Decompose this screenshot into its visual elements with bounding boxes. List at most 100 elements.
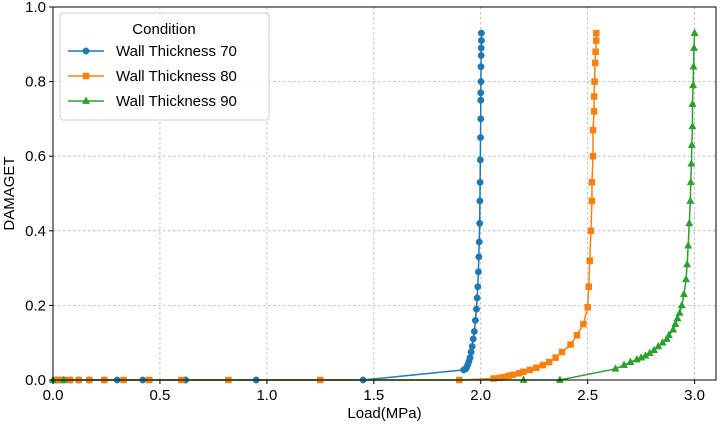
data-point-wall-thickness-80-41	[592, 48, 599, 56]
legend-swatch-wall-thickness-80	[68, 72, 104, 80]
y-axis-title: DAMAGET	[1, 156, 18, 230]
data-point-wall-thickness-80-20	[526, 366, 534, 374]
data-point-wall-thickness-90-13	[658, 338, 667, 346]
data-point-wall-thickness-70-32	[476, 178, 484, 186]
data-point-wall-thickness-90-16	[669, 325, 678, 333]
data-point-wall-thickness-70-18	[466, 354, 474, 362]
data-point-wall-thickness-90-32	[689, 80, 698, 89]
data-point-wall-thickness-80-25	[558, 348, 566, 356]
legend-swatch-wall-thickness-70	[68, 47, 104, 55]
x-tick-label-0: 0.0	[43, 387, 64, 404]
data-point-wall-thickness-90-27	[686, 177, 695, 186]
legend-box	[59, 12, 270, 121]
data-point-wall-thickness-70-30	[476, 219, 484, 227]
data-point-wall-thickness-90-3	[555, 375, 564, 383]
y-tick-label-4: 0.8	[25, 74, 46, 91]
data-point-wall-thickness-70-42	[477, 37, 485, 45]
data-point-wall-thickness-80-30	[585, 283, 592, 290]
data-point-wall-thickness-70-24	[473, 305, 480, 313]
y-ticks: 0.0 0.2 0.4 0.6 0.8 1.0	[25, 0, 53, 389]
data-point-wall-thickness-70-34	[477, 134, 484, 142]
data-point-wall-thickness-70-37	[477, 89, 485, 97]
data-point-wall-thickness-90-2	[519, 375, 528, 383]
x-tick-label-1: 0.5	[150, 387, 171, 404]
data-point-wall-thickness-90-33	[689, 62, 698, 70]
data-point-wall-thickness-80-28	[580, 320, 587, 328]
data-point-wall-thickness-80-22	[539, 361, 547, 369]
data-point-wall-thickness-70-41	[477, 44, 485, 52]
data-point-wall-thickness-70-25	[473, 294, 481, 302]
data-point-wall-thickness-80-29	[584, 304, 591, 311]
legend-entry-wall-thickness-70: Wall Thickness 70	[68, 43, 237, 60]
data-point-wall-thickness-70-35	[477, 115, 485, 123]
y-tick-label-2: 0.4	[25, 223, 46, 240]
data-point-wall-thickness-70-21	[469, 335, 477, 343]
data-point-wall-thickness-80-40	[591, 59, 599, 67]
data-point-wall-thickness-80-21	[533, 364, 540, 371]
data-point-wall-thickness-90-17	[671, 319, 680, 327]
data-point-wall-thickness-80-42	[592, 37, 600, 44]
data-point-wall-thickness-70-29	[475, 238, 483, 246]
data-point-wall-thickness-90-31	[688, 99, 697, 107]
x-tick-label-6: 3.0	[684, 387, 705, 404]
data-point-wall-thickness-90-4	[611, 364, 620, 372]
data-point-wall-thickness-80-19	[520, 368, 527, 376]
data-point-wall-thickness-90-15	[664, 330, 673, 339]
data-point-wall-thickness-80-36	[589, 126, 597, 134]
legend-entry-wall-thickness-80: Wall Thickness 80	[68, 68, 237, 85]
legend-label-wall-thickness-70: Wall Thickness 70	[116, 43, 237, 60]
series-wall-thickness-90	[48, 28, 699, 383]
legend-label-wall-thickness-90: Wall Thickness 90	[116, 93, 237, 110]
data-point-wall-thickness-80-17	[509, 371, 517, 379]
data-point-wall-thickness-70-36	[477, 96, 485, 104]
x-axis-title: Load(MPa)	[347, 405, 421, 422]
data-point-wall-thickness-80-27	[573, 331, 581, 339]
legend-marker-wall-thickness-70	[82, 47, 90, 55]
data-point-wall-thickness-90-24	[684, 241, 693, 249]
data-point-wall-thickness-80-24	[552, 354, 559, 361]
data-point-wall-thickness-80-37	[590, 108, 598, 115]
x-tick-label-4: 2.0	[470, 387, 491, 404]
data-point-wall-thickness-70-26	[474, 283, 482, 291]
data-point-wall-thickness-70-22	[470, 328, 478, 335]
data-point-wall-thickness-70-43	[477, 29, 485, 37]
data-point-wall-thickness-90-28	[687, 159, 696, 167]
data-point-wall-thickness-90-1	[59, 375, 68, 383]
data-point-wall-thickness-70-27	[474, 268, 482, 276]
legend: Condition Wall Thickness 70 Wall Thickne…	[59, 12, 270, 121]
data-point-wall-thickness-90-11	[649, 345, 658, 354]
y-tick-label-3: 0.6	[25, 148, 46, 165]
data-point-wall-thickness-80-32	[587, 227, 595, 235]
legend-entry-wall-thickness-90: Wall Thickness 90	[68, 93, 237, 110]
data-point-wall-thickness-90-26	[686, 196, 695, 204]
x-tick-label-5: 2.5	[577, 387, 598, 404]
data-point-wall-thickness-90-29	[687, 140, 696, 148]
legend-marker-wall-thickness-90	[81, 96, 91, 104]
y-tick-label-0: 0.0	[25, 372, 46, 389]
legend-label-wall-thickness-80: Wall Thickness 80	[116, 68, 237, 85]
legend-title: Condition	[132, 21, 195, 38]
data-point-wall-thickness-70-31	[476, 197, 484, 205]
data-point-wall-thickness-70-40	[477, 52, 485, 59]
data-point-wall-thickness-80-31	[586, 257, 594, 264]
x-tick-label-3: 1.5	[363, 387, 384, 404]
data-point-wall-thickness-90-5	[620, 360, 629, 368]
data-point-wall-thickness-90-20	[677, 300, 686, 309]
x-ticks: 0.0 0.5 1.0 1.5 2.0 2.5 3.0	[43, 380, 705, 404]
data-point-wall-thickness-70-39	[477, 63, 485, 71]
data-point-wall-thickness-80-26	[567, 341, 574, 348]
data-point-wall-thickness-90-19	[675, 308, 684, 316]
data-point-wall-thickness-80-35	[589, 152, 597, 160]
data-point-wall-thickness-70-19	[467, 348, 475, 356]
y-tick-label-1: 0.2	[25, 297, 46, 314]
data-point-wall-thickness-90-22	[682, 274, 691, 283]
data-point-wall-thickness-90-34	[689, 43, 698, 51]
data-point-wall-thickness-80-23	[545, 358, 553, 366]
legend-marker-wall-thickness-80	[82, 72, 90, 80]
data-point-wall-thickness-70-38	[477, 78, 485, 86]
data-point-wall-thickness-70-20	[468, 342, 476, 350]
x-tick-label-2: 1.0	[256, 387, 277, 404]
plot-frame	[52, 6, 717, 381]
data-point-wall-thickness-90-35	[690, 28, 699, 36]
